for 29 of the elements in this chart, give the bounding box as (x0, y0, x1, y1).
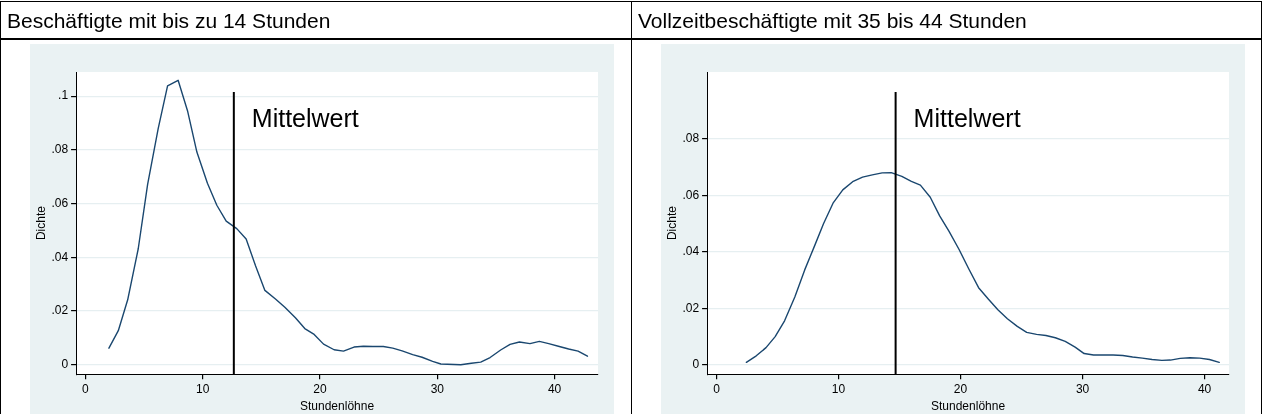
chart-title: Vollzeitbeschäftigte mit 35 bis 44 Stunden (632, 2, 1261, 40)
y-axis-title: Dichte (664, 205, 679, 241)
x-tick-label: 10 (196, 381, 210, 396)
x-tick-label: 10 (831, 381, 846, 396)
y-tick-label: .02 (682, 300, 700, 315)
y-tick-label: .1 (58, 88, 69, 103)
y-tick-label: .02 (51, 303, 69, 318)
x-tick-label: 30 (1075, 381, 1090, 396)
y-tick-label: .08 (682, 131, 700, 146)
x-tick-label: 0 (713, 381, 721, 396)
x-tick-label: 30 (430, 381, 445, 396)
x-axis-title: Stundenlöhne (931, 399, 1006, 414)
y-tick-label: .04 (51, 249, 69, 264)
x-tick-label: 20 (313, 381, 328, 396)
chart-title: Beschäftigte mit bis zu 14 Stunden (1, 2, 631, 40)
x-tick-label: 40 (1197, 381, 1212, 396)
x-tick-label: 20 (953, 381, 968, 396)
y-tick-label: .06 (682, 187, 700, 202)
x-tick-label: 0 (82, 381, 90, 396)
y-tick-label: .08 (51, 142, 69, 157)
y-tick-label: .06 (51, 195, 69, 210)
ref-line-label: Mittelwert (251, 103, 359, 132)
y-tick-label: 0 (61, 357, 69, 372)
y-tick-label: .04 (682, 244, 700, 259)
y-axis-title: Dichte (33, 205, 48, 241)
y-tick-label: 0 (692, 357, 700, 372)
x-axis-title: Stundenlöhne (300, 399, 375, 414)
x-tick-label: 40 (547, 381, 562, 396)
ref-line-label: Mittelwert (913, 103, 1021, 132)
